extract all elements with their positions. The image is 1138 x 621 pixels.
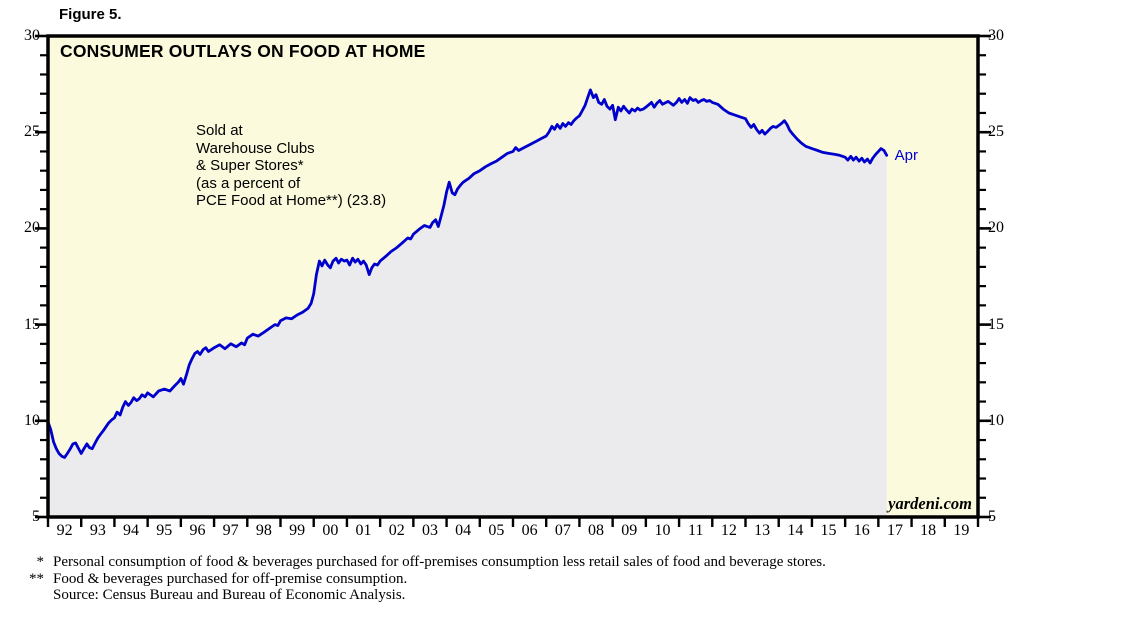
x-axis-label: 19 bbox=[953, 522, 970, 539]
x-axis-label: 93 bbox=[89, 522, 106, 539]
x-axis-label: 03 bbox=[421, 522, 438, 539]
footnote-text: Source: Census Bureau and Bureau of Econ… bbox=[53, 587, 406, 603]
y-axis-label-right: 5 bbox=[988, 508, 996, 525]
y-axis-label-left: 15 bbox=[24, 315, 40, 333]
footnote-marker: * bbox=[36, 554, 45, 570]
footnote-marker: ** bbox=[29, 570, 44, 587]
footnote: Source: Census Bureau and Bureau of Econ… bbox=[16, 587, 826, 604]
x-axis-label: 14 bbox=[787, 522, 804, 539]
footnote-text: Personal consumption of food & beverages… bbox=[53, 554, 826, 570]
y-axis-label-left: 30 bbox=[24, 27, 40, 44]
x-axis-label: 02 bbox=[388, 522, 405, 539]
x-axis-label: 99 bbox=[289, 522, 306, 539]
x-axis-label: 13 bbox=[754, 522, 771, 539]
x-axis-label: 17 bbox=[886, 522, 903, 539]
x-axis-label: 96 bbox=[189, 522, 206, 539]
annotation-line: Sold at bbox=[196, 122, 243, 139]
footnote: ** Food & beverages purchased for off-pr… bbox=[16, 571, 826, 588]
y-axis-label-right: 30 bbox=[988, 27, 1004, 44]
y-axis-label-left: 25 bbox=[24, 123, 40, 141]
y-axis-label-right: 25 bbox=[988, 123, 1004, 141]
plot-border bbox=[46, 34, 980, 519]
y-axis-label-right: 20 bbox=[988, 219, 1004, 237]
footnotes: * Personal consumption of food & beverag… bbox=[16, 554, 826, 604]
y-axis-label-left: 10 bbox=[24, 411, 40, 429]
footnote: * Personal consumption of food & beverag… bbox=[16, 554, 826, 571]
x-axis-label: 92 bbox=[56, 522, 73, 539]
x-axis-label: 18 bbox=[920, 522, 937, 539]
x-axis-label: 00 bbox=[322, 522, 339, 539]
x-axis-label: 07 bbox=[554, 522, 571, 539]
figure-label: Figure 5. bbox=[59, 6, 122, 23]
y-axis-label-right: 15 bbox=[988, 315, 1004, 333]
footnote-marker bbox=[16, 587, 53, 604]
x-axis-label: 05 bbox=[488, 522, 505, 539]
x-axis-label: 16 bbox=[853, 522, 870, 539]
x-axis-label: 08 bbox=[588, 522, 605, 539]
chart-title: CONSUMER OUTLAYS ON FOOD AT HOME bbox=[60, 41, 426, 61]
annotation-line: (as a percent of bbox=[196, 174, 301, 192]
footnote-text: Food & beverages purchased for off-premi… bbox=[53, 570, 408, 587]
x-axis-label: 95 bbox=[156, 522, 173, 539]
x-axis-label: 10 bbox=[654, 522, 671, 539]
area-fill bbox=[48, 89, 887, 518]
x-axis-label: 01 bbox=[355, 522, 372, 539]
annotation-line: & Super Stores* bbox=[196, 157, 304, 174]
y-axis-label-right: 10 bbox=[988, 411, 1004, 429]
x-axis-label: 97 bbox=[222, 522, 239, 539]
x-axis-label: 12 bbox=[720, 522, 737, 539]
series-annotation: Sold at Warehouse Clubs & Super Stores* … bbox=[196, 122, 386, 210]
annotation-line: Warehouse Clubs bbox=[196, 139, 315, 157]
x-axis-label: 98 bbox=[255, 522, 272, 539]
x-axis-label: 04 bbox=[455, 522, 472, 539]
y-axis-label-left: 20 bbox=[24, 219, 40, 237]
x-axis-label: 11 bbox=[687, 522, 704, 539]
latest-point-label: Apr bbox=[894, 147, 918, 165]
y-axis-label-left: 5 bbox=[32, 508, 40, 525]
annotation-line: PCE Food at Home**) (23.8) bbox=[196, 192, 387, 209]
x-axis-label: 06 bbox=[521, 522, 538, 539]
x-axis-label: 94 bbox=[123, 522, 140, 539]
yardeni-watermark: yardeni.com bbox=[888, 494, 972, 513]
x-axis-label: 15 bbox=[820, 522, 837, 539]
x-axis-label: 09 bbox=[621, 522, 638, 539]
data-line bbox=[46, 88, 889, 459]
